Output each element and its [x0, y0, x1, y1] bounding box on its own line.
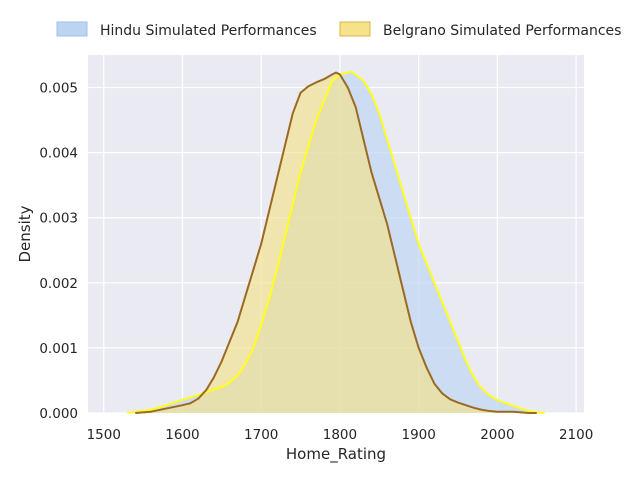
- y-tick-label: 0.000: [39, 406, 78, 422]
- legend-label-belgrano: Belgrano Simulated Performances: [383, 23, 621, 39]
- x-axis-label: Home_Rating: [286, 445, 386, 464]
- line-hindu: [127, 70, 545, 414]
- x-tick-label: 1500: [87, 427, 121, 443]
- tick-labels: 1500 1600 1700 1800 1900 2000 2100 0.000 0.001 0.…: [39, 81, 593, 443]
- y-tick-label: 0.003: [39, 211, 78, 227]
- legend-label-hindu: Hindu Simulated Performances: [100, 23, 317, 39]
- x-tick-label: 2000: [480, 427, 514, 443]
- legend-swatch-hindu: [56, 21, 88, 37]
- line-belgrano: [135, 71, 537, 414]
- y-tick-label: 0.001: [39, 341, 78, 357]
- legend: Hindu Simulated Performances Belgrano Si…: [56, 21, 621, 39]
- x-tick-label: 1900: [401, 427, 435, 443]
- y-tick-label: 0.002: [39, 276, 78, 292]
- y-tick-label: 0.004: [39, 146, 78, 162]
- y-axis-label: Density: [16, 205, 34, 262]
- series-layer: [127, 70, 545, 414]
- x-tick-label: 1700: [244, 427, 278, 443]
- x-tick-label: 1800: [323, 427, 357, 443]
- y-tick-label: 0.005: [39, 81, 78, 97]
- x-tick-label: 2100: [559, 427, 593, 443]
- legend-swatch-belgrano: [339, 21, 371, 37]
- x-tick-label: 1600: [165, 427, 199, 443]
